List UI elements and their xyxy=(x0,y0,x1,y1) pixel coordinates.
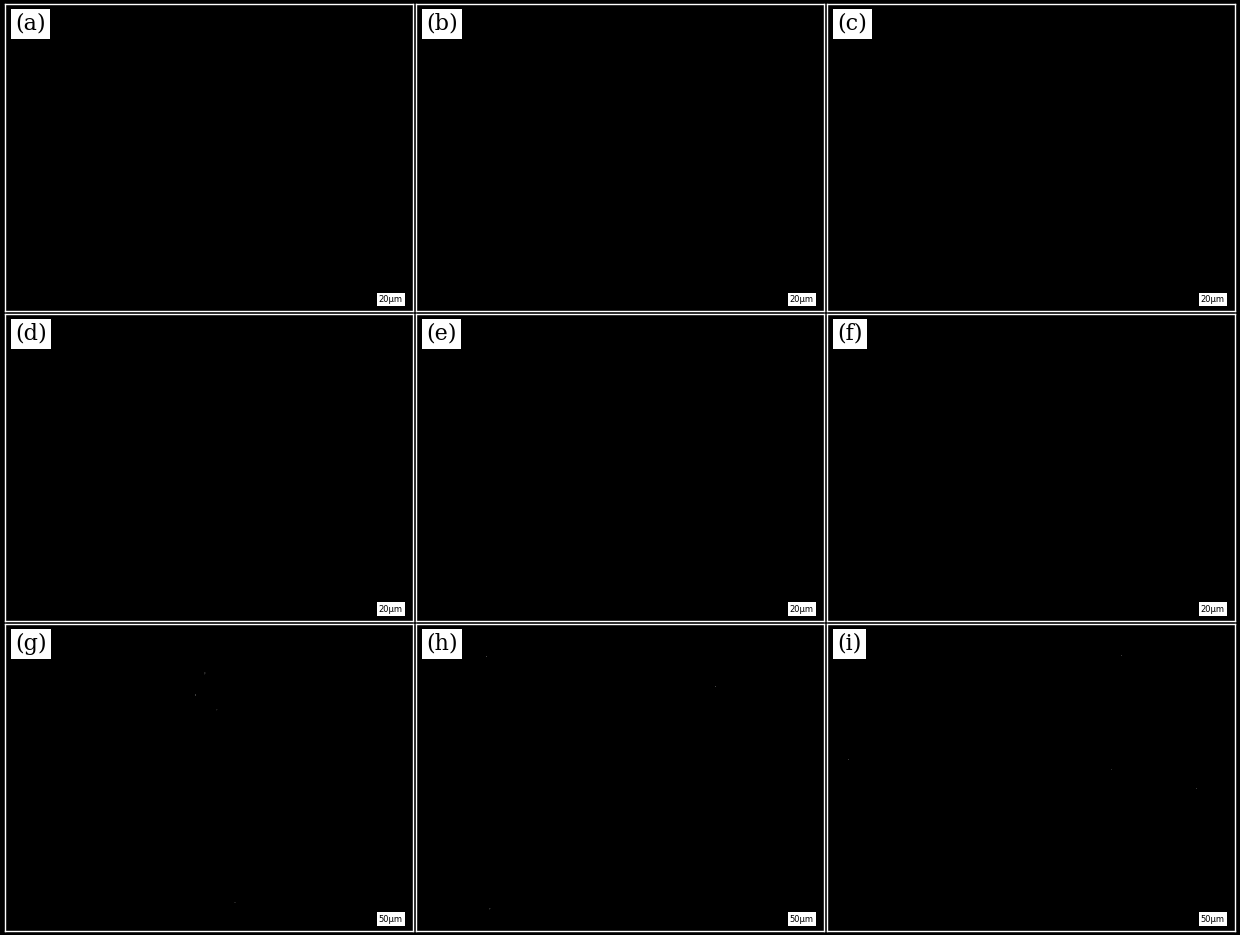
Text: 20μm: 20μm xyxy=(378,605,403,613)
Text: (i): (i) xyxy=(837,633,862,654)
Text: 20μm: 20μm xyxy=(790,605,813,613)
Text: 20μm: 20μm xyxy=(1200,295,1225,304)
Text: (h): (h) xyxy=(427,633,458,654)
Text: (c): (c) xyxy=(837,13,867,35)
Text: (g): (g) xyxy=(15,633,47,655)
Text: 20μm: 20μm xyxy=(1200,605,1225,613)
Text: (f): (f) xyxy=(837,323,863,345)
Text: 20μm: 20μm xyxy=(378,295,403,304)
Text: (d): (d) xyxy=(15,323,47,345)
Text: 50μm: 50μm xyxy=(378,914,403,924)
Text: (e): (e) xyxy=(427,323,456,345)
Text: (b): (b) xyxy=(427,13,458,35)
Text: 20μm: 20μm xyxy=(790,295,813,304)
Text: (a): (a) xyxy=(15,13,46,35)
Text: 50μm: 50μm xyxy=(790,914,813,924)
Text: 50μm: 50μm xyxy=(1200,914,1225,924)
